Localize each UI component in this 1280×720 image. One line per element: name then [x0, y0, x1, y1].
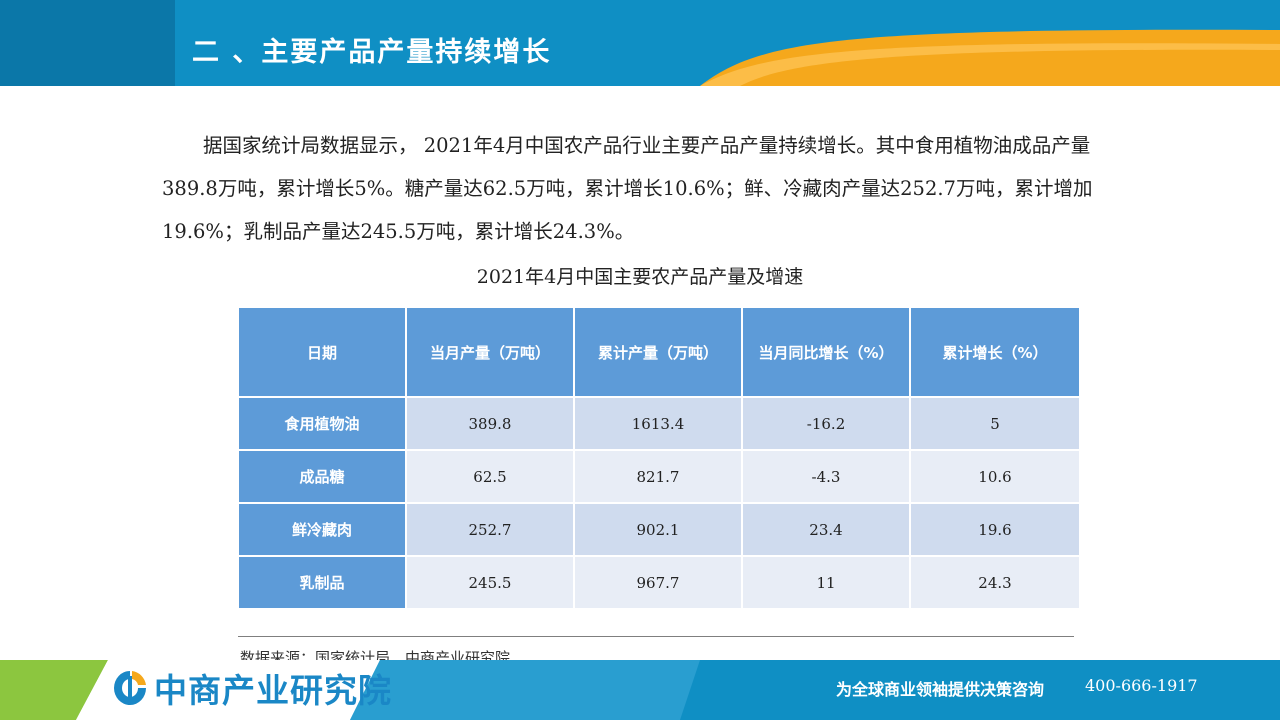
table-cell: 24.3	[909, 555, 1081, 610]
row-label: 成品糖	[237, 449, 407, 504]
table-cell: 245.5	[405, 555, 575, 610]
table-title: 2021年4月中国主要农产品产量及增速	[476, 266, 804, 288]
table-cell: 10.6	[909, 449, 1081, 504]
table-cell: -16.2	[741, 396, 911, 451]
column-header: 当月产量（万吨）	[405, 306, 575, 398]
header-banner: 二 、主要产品产量持续增长	[0, 0, 1280, 86]
table-cell: 62.5	[405, 449, 575, 504]
table-cell: 1613.4	[573, 396, 743, 451]
table-cell: -4.3	[741, 449, 911, 504]
column-header: 累计增长（%）	[909, 306, 1081, 398]
table-cell: 11	[741, 555, 911, 610]
table-header-row: 日期 当月产量（万吨） 累计产量（万吨） 当月同比增长（%） 累计增长（%）	[237, 306, 1081, 398]
header-swoosh-graphic	[0, 0, 1280, 86]
table-cell: 389.8	[405, 396, 575, 451]
table-row: 成品糖 62.5 821.7 -4.3 10.6	[237, 449, 1081, 504]
table-cell: 252.7	[405, 502, 575, 557]
logo-mark-icon	[114, 671, 146, 705]
table-cell: 967.7	[573, 555, 743, 610]
column-header: 累计产量（万吨）	[573, 306, 743, 398]
column-header: 日期	[237, 306, 407, 398]
table-cell: 821.7	[573, 449, 743, 504]
column-header: 当月同比增长（%）	[741, 306, 911, 398]
page-title: 二 、主要产品产量持续增长	[192, 37, 552, 68]
table-cell: 23.4	[741, 502, 911, 557]
company-logo: 中商产业研究院	[112, 664, 392, 712]
table-row: 乳制品 245.5 967.7 11 24.3	[237, 555, 1081, 610]
row-label: 乳制品	[237, 555, 407, 610]
footer-graphic	[0, 660, 1280, 720]
footer-banner	[0, 660, 1280, 720]
footer-slogan: 为全球商业领袖提供决策咨询	[836, 680, 1045, 699]
source-divider	[238, 636, 1074, 637]
table-row: 食用植物油 389.8 1613.4 -16.2 5	[237, 396, 1081, 451]
logo-text: 中商产业研究院	[154, 671, 392, 710]
table-row: 鲜冷藏肉 252.7 902.1 23.4 19.6	[237, 502, 1081, 557]
row-label: 鲜冷藏肉	[237, 502, 407, 557]
intro-paragraph: 据国家统计局数据显示， 2021年4月中国农产品行业主要产品产量持续增长。其中食…	[162, 134, 1093, 243]
table-cell: 19.6	[909, 502, 1081, 557]
table-cell: 5	[909, 396, 1081, 451]
footer-phone: 400-666-1917	[1085, 676, 1198, 695]
production-table: 日期 当月产量（万吨） 累计产量（万吨） 当月同比增长（%） 累计增长（%） 食…	[237, 306, 1081, 610]
row-label: 食用植物油	[237, 396, 407, 451]
table-cell: 902.1	[573, 502, 743, 557]
